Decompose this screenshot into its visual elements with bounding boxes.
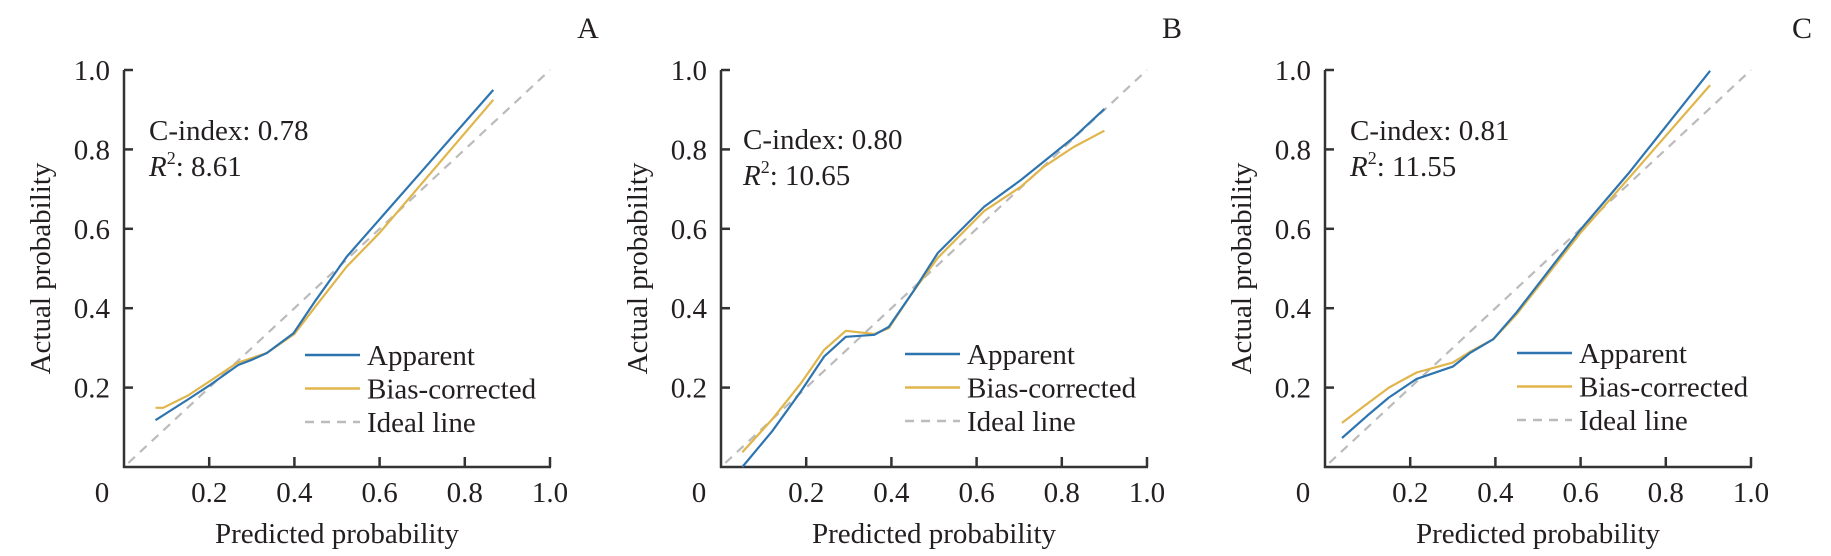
origin-label: 0	[692, 477, 707, 509]
y-tick-label: 0.6	[1275, 214, 1311, 246]
r2-value: : 8.61	[176, 151, 242, 183]
r2-superscript: 2	[1368, 148, 1377, 168]
origin-label: 0	[1296, 477, 1311, 509]
apparent-line	[154, 89, 495, 422]
c-index-label: C-index: 0.78	[149, 115, 309, 147]
panel-letter: B	[1162, 12, 1182, 45]
legend-label: Bias-corrected	[1579, 372, 1749, 404]
panel-letter: A	[577, 12, 599, 45]
x-tick-label: 0.8	[447, 477, 483, 509]
y-axis-title: Actual probability	[1226, 162, 1258, 374]
x-tick-label: 0.4	[1477, 477, 1514, 509]
apparent-line	[1341, 70, 1711, 439]
x-tick-label: 1.0	[532, 477, 568, 509]
y-tick-label: 0.8	[1275, 134, 1311, 166]
panel-b: B 0.2 0.2 0.4 0.4 0.6 0.6 0.8 0.8 1.0 1.0 0 Predicte…	[622, 12, 1182, 550]
y-tick-label: 0.6	[671, 214, 707, 246]
x-tick-label: 0.2	[788, 477, 824, 509]
r2-symbol: R	[742, 160, 761, 192]
r2-label: R2: 11.55	[1349, 148, 1456, 183]
c-index-label: C-index: 0.80	[743, 124, 903, 156]
c-index-label: C-index: 0.81	[1350, 115, 1510, 147]
legend-label: Bias-corrected	[967, 373, 1137, 405]
r2-label: R2: 8.61	[148, 148, 242, 183]
y-tick-label: 0.6	[74, 214, 110, 246]
legend-label: Apparent	[967, 339, 1075, 371]
ideal-line	[1328, 69, 1752, 464]
y-tick-label: 0.2	[671, 373, 707, 405]
y-tick-label: 1.0	[74, 55, 110, 87]
legend-label: Apparent	[367, 340, 475, 372]
legend-label: Apparent	[1579, 338, 1687, 370]
x-tick-label: 1.0	[1129, 477, 1165, 509]
x-tick-label: 0.4	[276, 477, 313, 509]
r2-symbol: R	[1349, 151, 1368, 183]
r2-label: R2: 10.65	[742, 157, 850, 192]
y-axis-title: Actual probability	[622, 162, 654, 374]
y-axis-title: Actual probability	[25, 162, 57, 374]
y-tick-label: 0.4	[74, 293, 111, 325]
y-tick-label: 0.4	[1275, 293, 1312, 325]
legend-label: Ideal line	[367, 407, 476, 439]
legend-label: Bias-corrected	[367, 374, 537, 406]
panel-a: A 0.2 0.2 0.4 0.4 0.6 0.6 0.8 0.8 1.0 1.0 0 Predicte…	[25, 12, 599, 550]
x-tick-label: 0.6	[361, 477, 397, 509]
x-tick-label: 0.4	[873, 477, 910, 509]
x-tick-label: 0.2	[191, 477, 227, 509]
y-tick-label: 0.2	[1275, 373, 1311, 405]
r2-superscript: 2	[761, 157, 770, 177]
r2-symbol: R	[148, 151, 167, 183]
y-tick-label: 1.0	[1275, 55, 1311, 87]
legend-label: Ideal line	[1579, 405, 1688, 437]
panel-letter: C	[1792, 12, 1812, 45]
y-tick-label: 0.4	[671, 293, 708, 325]
x-axis-title: Predicted probability	[812, 518, 1057, 550]
apparent-line	[741, 108, 1106, 468]
r2-value: : 11.55	[1377, 151, 1456, 183]
origin-label: 0	[95, 477, 110, 509]
r2-superscript: 2	[167, 148, 176, 168]
r2-value: : 10.65	[770, 160, 851, 192]
x-axis-title: Predicted probability	[215, 518, 460, 550]
x-tick-label: 0.8	[1648, 477, 1684, 509]
x-tick-label: 0.8	[1044, 477, 1080, 509]
x-tick-label: 0.6	[958, 477, 994, 509]
y-tick-label: 0.8	[671, 134, 707, 166]
y-tick-label: 0.8	[74, 134, 110, 166]
x-tick-label: 1.0	[1733, 477, 1769, 509]
x-tick-label: 0.2	[1392, 477, 1428, 509]
y-tick-label: 1.0	[671, 55, 707, 87]
x-tick-label: 0.6	[1562, 477, 1598, 509]
x-axis-title: Predicted probability	[1416, 518, 1661, 550]
y-tick-label: 0.2	[74, 373, 110, 405]
panel-c: C 0.2 0.2 0.4 0.4 0.6 0.6 0.8 0.8 1.0 1.0 0 Predicte…	[1226, 12, 1812, 550]
legend-label: Ideal line	[967, 406, 1076, 438]
